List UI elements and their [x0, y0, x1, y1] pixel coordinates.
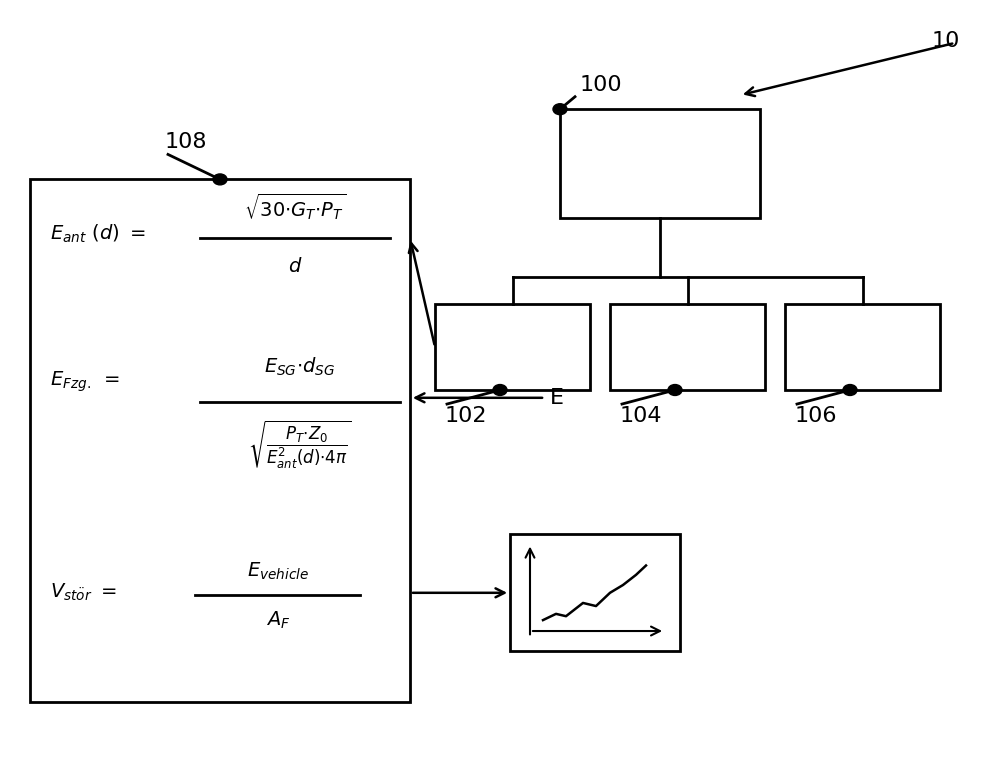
Text: $E_{Fzg.}\ =$: $E_{Fzg.}\ =$: [50, 370, 120, 395]
FancyBboxPatch shape: [435, 304, 590, 390]
Text: $A_F$: $A_F$: [266, 609, 290, 631]
Text: $E_{vehicle}$: $E_{vehicle}$: [247, 560, 309, 582]
Text: $E_{ant}\ (d)\ =$: $E_{ant}\ (d)\ =$: [50, 223, 146, 245]
Text: 104: 104: [620, 406, 662, 426]
Text: $V_{st\ddot{o}r}\ =$: $V_{st\ddot{o}r}\ =$: [50, 582, 117, 604]
Text: E: E: [550, 388, 564, 408]
Text: 100: 100: [580, 75, 623, 95]
FancyBboxPatch shape: [610, 304, 765, 390]
Text: $d$: $d$: [288, 257, 302, 276]
Circle shape: [668, 385, 682, 395]
Text: 102: 102: [445, 406, 488, 426]
Circle shape: [843, 385, 857, 395]
Circle shape: [493, 385, 507, 395]
FancyBboxPatch shape: [560, 109, 760, 218]
Text: $\sqrt{30{\cdot}G_T{\cdot}P_T}$: $\sqrt{30{\cdot}G_T{\cdot}P_T}$: [244, 191, 346, 222]
Circle shape: [213, 174, 227, 185]
FancyBboxPatch shape: [785, 304, 940, 390]
Text: $\sqrt{\dfrac{P_T{\cdot}Z_0}{E^2_{ant}(d){\cdot}4\pi}}$: $\sqrt{\dfrac{P_T{\cdot}Z_0}{E^2_{ant}(d…: [248, 418, 352, 471]
Circle shape: [553, 104, 567, 115]
FancyBboxPatch shape: [510, 534, 680, 651]
Text: 108: 108: [165, 132, 208, 152]
Text: 106: 106: [795, 406, 838, 426]
Text: 10: 10: [932, 31, 960, 51]
FancyBboxPatch shape: [30, 179, 410, 702]
Text: $E_{SG}{\cdot}d_{SG}$: $E_{SG}{\cdot}d_{SG}$: [264, 356, 336, 378]
